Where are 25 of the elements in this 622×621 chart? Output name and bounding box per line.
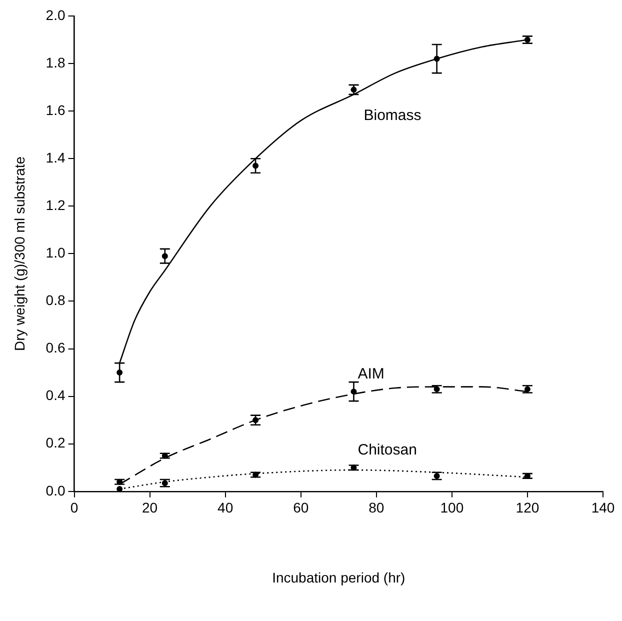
y-tick-label: 1.8	[46, 54, 66, 70]
y-tick-label: 1.2	[46, 197, 66, 214]
y-tick-label: 0.0	[46, 482, 66, 498]
y-tick-label: 0.6	[46, 340, 66, 356]
y-tick-label: 1.4	[46, 149, 66, 166]
x-tick-label: 0	[70, 500, 78, 516]
y-tick-label: 0.8	[46, 292, 66, 308]
y-tick-label: 1.6	[46, 102, 66, 118]
x-tick-label: 20	[142, 500, 158, 516]
series-label: AIM	[358, 366, 384, 383]
x-tick-label: 140	[591, 500, 615, 516]
point	[116, 486, 123, 492]
y-tick-label: 2.0	[46, 6, 66, 23]
x-tick-label: 60	[293, 500, 309, 516]
x-tick-label: 120	[516, 500, 540, 516]
x-axis-title: Incubation period (hr)	[272, 569, 406, 586]
x-tick-label: 100	[440, 500, 464, 516]
y-tick-label: 0.4	[46, 387, 66, 404]
y-tick-label: 0.2	[46, 434, 66, 451]
series-label: Biomass	[364, 107, 422, 124]
x-tick-label: 40	[218, 500, 234, 516]
y-axis-title: Dry weight (g)/300 ml substrate	[11, 156, 28, 351]
x-tick-label: 80	[368, 500, 384, 516]
series-label: Chitosan	[358, 442, 417, 459]
y-tick-label: 1.0	[46, 244, 66, 261]
